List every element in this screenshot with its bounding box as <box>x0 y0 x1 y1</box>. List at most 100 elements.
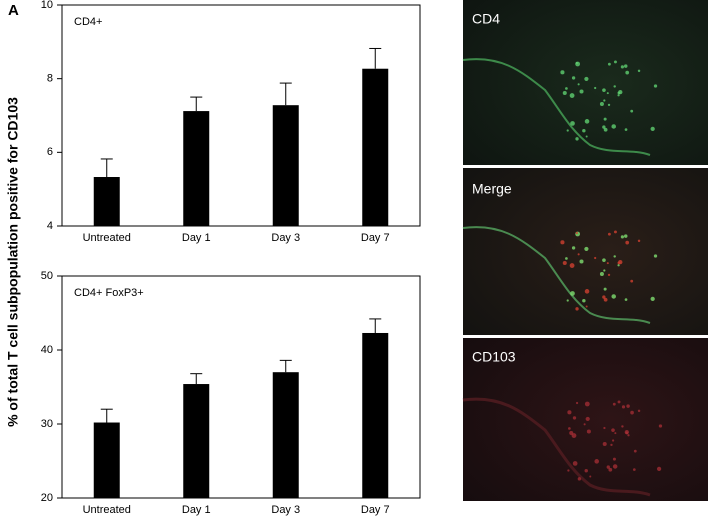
cell-dot <box>621 405 626 409</box>
cell-dot <box>624 430 629 435</box>
cell-dot <box>610 443 613 447</box>
bar <box>362 332 389 498</box>
cell-dot <box>571 246 576 250</box>
x-tick-label: Day 3 <box>271 504 300 516</box>
cell-dot <box>606 465 610 469</box>
image-label: CD103 <box>472 349 516 365</box>
y-tick-label: 6 <box>47 146 53 158</box>
cell-dot <box>582 299 586 303</box>
cell-dot <box>589 475 592 478</box>
cell-dot <box>584 246 589 252</box>
cell-dot <box>566 129 569 132</box>
cell-dot <box>617 264 620 267</box>
cell-dot <box>599 102 604 107</box>
chart-title: CD4+ <box>74 16 102 28</box>
cell-dot <box>630 109 634 113</box>
cell-dot <box>560 70 565 75</box>
cell-dot <box>630 279 634 283</box>
cell-dot <box>565 257 568 260</box>
image-cd103 <box>463 338 708 501</box>
cell-dot <box>566 299 569 302</box>
y-axis-label: % of total T cell subpopulation positive… <box>5 97 21 427</box>
cell-dot <box>626 404 630 408</box>
cell-dot <box>613 85 616 88</box>
cell-dot <box>630 410 634 415</box>
cell-dot <box>603 117 607 121</box>
cell-dot <box>603 99 606 102</box>
image-feature <box>462 397 651 497</box>
cell-dot <box>612 402 616 406</box>
cell-dot <box>585 135 588 138</box>
x-tick-label: Day 1 <box>182 504 211 516</box>
cell-dot <box>571 433 577 438</box>
cell-dot <box>567 410 572 415</box>
cell-dot <box>621 425 624 428</box>
cell-dot <box>584 469 588 473</box>
cell-dot <box>602 125 606 129</box>
x-tick-label: Day 7 <box>361 232 390 244</box>
cell-dot <box>623 234 628 238</box>
cell-dot <box>625 70 630 75</box>
cell-dot <box>653 84 658 88</box>
cell-dot <box>569 430 574 436</box>
cell-dot <box>565 87 568 90</box>
cell-dot <box>632 468 636 471</box>
cell-dot <box>584 76 589 82</box>
cell-dot <box>572 461 578 466</box>
image-feature <box>462 226 651 324</box>
chart-title: CD4+ FoxP3+ <box>74 287 144 299</box>
cell-dot <box>607 232 611 236</box>
image-label: Merge <box>472 181 512 197</box>
y-tick-label: 50 <box>41 270 53 282</box>
cell-dot <box>575 231 578 235</box>
cell-dot <box>603 287 607 291</box>
cell-dot <box>611 439 615 442</box>
cell-dot <box>575 401 579 405</box>
cell-dot <box>607 103 611 107</box>
x-tick-label: Day 1 <box>182 232 211 244</box>
cell-dot <box>569 263 575 268</box>
cell-dot <box>606 262 609 265</box>
cell-dot <box>577 253 580 256</box>
cell-dot <box>611 428 615 432</box>
cell-dot <box>579 89 584 94</box>
cell-dot <box>594 459 600 464</box>
cell-dot <box>575 61 578 65</box>
cell-dot <box>624 298 628 301</box>
cell-dot <box>633 449 637 453</box>
cell-dot <box>567 469 570 472</box>
x-tick-label: Untreated <box>83 504 131 516</box>
cell-dot <box>618 90 623 95</box>
cell-dot <box>637 409 641 413</box>
image-merge <box>463 168 708 335</box>
cell-dot <box>653 254 658 258</box>
cell-dot <box>602 88 606 92</box>
cell-dot <box>637 239 641 243</box>
cell-dot <box>607 62 611 66</box>
cell-dot <box>584 119 590 124</box>
x-tick-label: Untreated <box>83 232 131 244</box>
bar <box>272 372 299 498</box>
cell-dot <box>577 83 580 86</box>
cell-dot <box>613 255 616 258</box>
cell-dot <box>571 76 576 80</box>
cell-dot <box>594 86 597 90</box>
plot-frame <box>61 4 421 227</box>
cell-dot <box>568 427 571 430</box>
cell-dot <box>562 90 567 96</box>
cell-dot <box>617 94 620 97</box>
cell-dot <box>620 65 625 69</box>
cell-dot <box>603 127 608 132</box>
cell-dot <box>617 400 621 404</box>
cell-dot <box>623 64 628 68</box>
cell-dot <box>612 457 616 461</box>
x-tick-label: Day 7 <box>361 504 390 516</box>
cell-dot <box>577 477 582 481</box>
bar <box>272 105 299 226</box>
cell-dot <box>603 269 606 272</box>
cell-dot <box>611 294 616 299</box>
plot-frame <box>61 275 421 499</box>
cell-dot <box>585 416 590 422</box>
cell-dot <box>586 429 591 434</box>
